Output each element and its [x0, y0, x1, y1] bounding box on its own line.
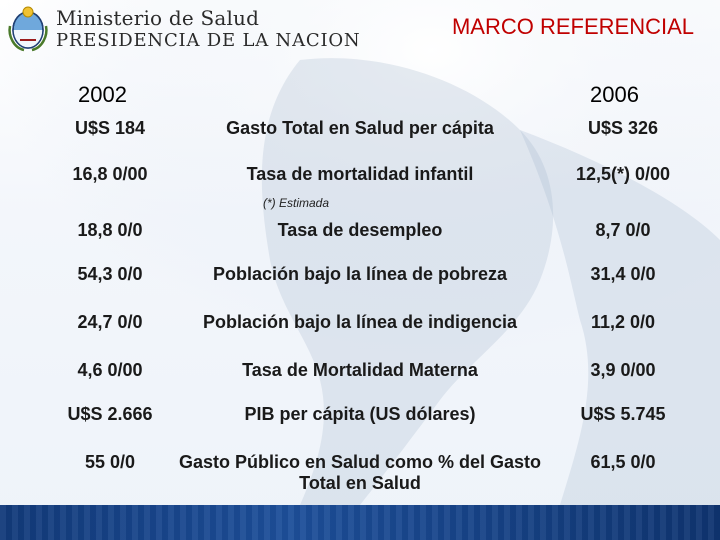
value-2006: U$S 326 — [587, 118, 659, 138]
indicator-label: Gasto Público en Salud como % del Gasto … — [178, 452, 542, 493]
value-2002: 18,8 0/0 — [77, 220, 143, 240]
indicator-label: Población bajo la línea de pobreza — [212, 264, 508, 284]
national-seal-icon — [8, 6, 48, 52]
ministry-name: Ministerio de Salud — [56, 6, 260, 30]
slide-title: MARCO REFERENCIAL — [451, 14, 694, 39]
value-2002: 54,3 0/0 — [77, 264, 143, 284]
indicator-label: Tasa de mortalidad infantil — [246, 164, 474, 184]
value-2006: 8,7 0/0 — [595, 220, 651, 240]
year-2006-heading: 2006 — [590, 82, 639, 107]
presidency-name: PRESIDENCIA DE LA NACION — [56, 30, 361, 51]
value-2006: U$S 5.745 — [580, 404, 666, 424]
indicator-label: PIB per cápita (US dólares) — [244, 404, 476, 424]
year-2002-heading: 2002 — [78, 82, 127, 107]
indicator-label: Tasa de desempleo — [277, 220, 443, 240]
value-2006: 12,5(*) 0/00 — [575, 164, 671, 184]
value-2002: 16,8 0/00 — [72, 164, 148, 184]
map-background — [0, 0, 720, 505]
value-2006: 3,9 0/00 — [590, 360, 656, 380]
header: Ministerio de Salud PRESIDENCIA DE LA NA… — [0, 0, 720, 60]
value-2002: U$S 2.666 — [67, 404, 153, 424]
indicator-label: Población bajo la línea de indigencia — [202, 312, 518, 332]
footnote: (*) Estimada — [263, 196, 330, 210]
value-2002: U$S 184 — [74, 118, 146, 138]
value-2006: 61,5 0/0 — [590, 452, 656, 472]
value-2002: 55 0/0 — [84, 452, 136, 472]
indicator-label: Tasa de Mortalidad Materna — [242, 360, 478, 380]
value-2002: 4,6 0/00 — [77, 360, 143, 380]
indicator-label: Gasto Total en Salud per cápita — [226, 118, 494, 138]
value-2006: 31,4 0/0 — [590, 264, 656, 284]
value-2002: 24,7 0/0 — [77, 312, 143, 332]
value-2006: 11,2 0/0 — [590, 312, 656, 332]
footer-bar — [0, 505, 720, 540]
